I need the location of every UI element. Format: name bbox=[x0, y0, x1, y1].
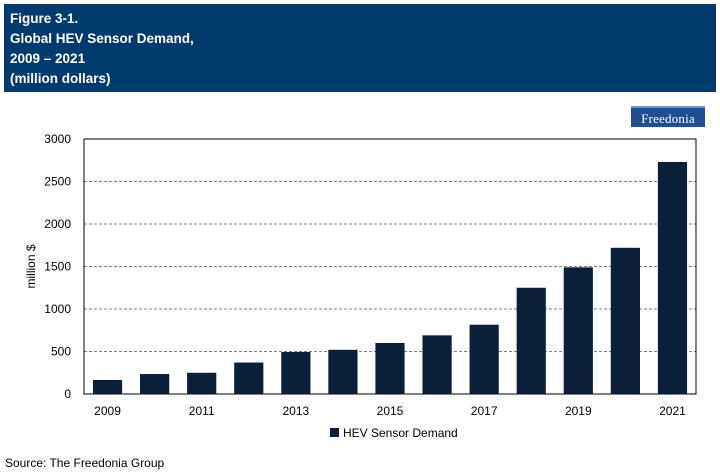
y-tick-label: 1000 bbox=[44, 302, 71, 316]
bar bbox=[187, 372, 217, 394]
y-tick-label: 2000 bbox=[44, 217, 71, 231]
legend-swatch bbox=[330, 428, 339, 437]
x-tick-label: 2009 bbox=[94, 404, 121, 418]
x-tick-label: 2015 bbox=[377, 404, 404, 418]
bar bbox=[328, 349, 358, 394]
legend-label: HEV Sensor Demand bbox=[343, 426, 458, 440]
figure-number: Figure 3-1. bbox=[10, 11, 79, 26]
freedonia-logo: Freedonia bbox=[631, 106, 705, 127]
bar bbox=[469, 324, 499, 394]
x-tick-label: 2021 bbox=[659, 404, 686, 418]
figure-units: (million dollars) bbox=[10, 71, 111, 86]
x-tick-label: 2017 bbox=[471, 404, 498, 418]
y-tick-label: 500 bbox=[51, 345, 71, 359]
figure-years: 2009 – 2021 bbox=[10, 51, 86, 66]
bar bbox=[281, 351, 311, 394]
source-note: Source: The Freedonia Group bbox=[5, 456, 165, 470]
y-tick-label: 2500 bbox=[44, 175, 71, 189]
x-tick-label: 2019 bbox=[565, 404, 592, 418]
figure-header: Figure 3-1. Global HEV Sensor Demand, 20… bbox=[4, 4, 716, 92]
bar bbox=[657, 161, 688, 394]
bar bbox=[422, 335, 452, 394]
bar bbox=[610, 247, 640, 394]
y-tick-label: 1500 bbox=[44, 260, 71, 274]
bar bbox=[234, 362, 264, 394]
figure-title: Global HEV Sensor Demand, bbox=[10, 31, 194, 46]
logo-text: Freedonia bbox=[641, 111, 695, 126]
bar bbox=[92, 379, 123, 394]
bar bbox=[140, 374, 170, 394]
x-tick-label: 2013 bbox=[282, 404, 309, 418]
x-tick-label: 2011 bbox=[189, 404, 215, 418]
bar bbox=[516, 287, 546, 394]
bar bbox=[563, 267, 593, 394]
y-axis-label: million $ bbox=[24, 244, 38, 288]
bar bbox=[375, 343, 405, 394]
y-tick-label: 3000 bbox=[44, 132, 71, 146]
y-tick-label: 0 bbox=[64, 387, 71, 401]
